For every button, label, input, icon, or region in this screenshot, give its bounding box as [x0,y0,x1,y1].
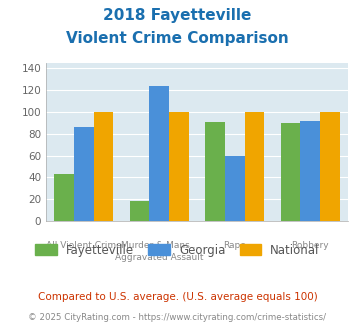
Bar [149,86,169,221]
Bar [54,174,74,221]
Text: Rape: Rape [223,241,246,249]
Text: Violent Crime Comparison: Violent Crime Comparison [66,31,289,46]
Bar [320,112,340,221]
Bar [245,112,264,221]
Bar [130,201,149,221]
Bar [94,112,113,221]
Text: Compared to U.S. average. (U.S. average equals 100): Compared to U.S. average. (U.S. average … [38,292,317,302]
Text: Aggravated Assault: Aggravated Assault [115,253,203,262]
Text: © 2025 CityRating.com - https://www.cityrating.com/crime-statistics/: © 2025 CityRating.com - https://www.city… [28,314,327,322]
Text: Robbery: Robbery [291,241,329,249]
Text: 2018 Fayetteville: 2018 Fayetteville [103,8,252,23]
Bar [74,127,94,221]
Text: Murder & Mans...: Murder & Mans... [121,241,198,249]
Legend: Fayetteville, Georgia, National: Fayetteville, Georgia, National [31,239,324,261]
Bar [169,112,189,221]
Bar [205,122,225,221]
Bar [281,123,300,221]
Bar [225,155,245,221]
Bar [300,120,320,221]
Text: All Violent Crime: All Violent Crime [46,241,122,249]
